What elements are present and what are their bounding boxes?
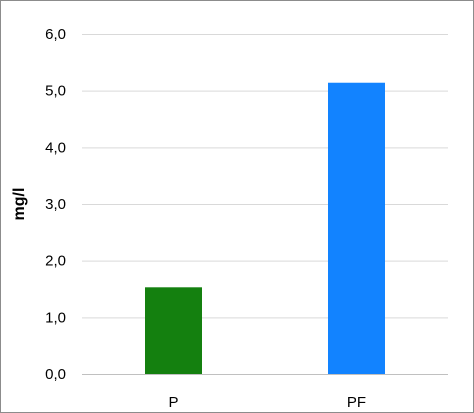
y-axis-title: mg/l bbox=[11, 188, 28, 221]
y-tick-label: 5,0 bbox=[45, 83, 66, 100]
y-tick-labels: 0,0 1,0 2,0 3,0 4,0 5,0 6,0 bbox=[45, 26, 66, 383]
y-tick-label: 2,0 bbox=[45, 253, 66, 270]
x-tick-label: P bbox=[168, 394, 178, 411]
bar-pf bbox=[328, 82, 385, 374]
y-tick-label: 1,0 bbox=[45, 309, 66, 326]
x-tick-labels: P PF bbox=[168, 394, 366, 411]
bar-p bbox=[145, 287, 202, 374]
x-tick-label: PF bbox=[347, 394, 366, 411]
y-tick-label: 3,0 bbox=[45, 196, 66, 213]
gridlines bbox=[82, 34, 448, 319]
bars bbox=[145, 82, 385, 374]
y-tick-label: 6,0 bbox=[45, 26, 66, 43]
y-tick-label: 4,0 bbox=[45, 139, 66, 156]
y-tick-label: 0,0 bbox=[45, 366, 66, 383]
